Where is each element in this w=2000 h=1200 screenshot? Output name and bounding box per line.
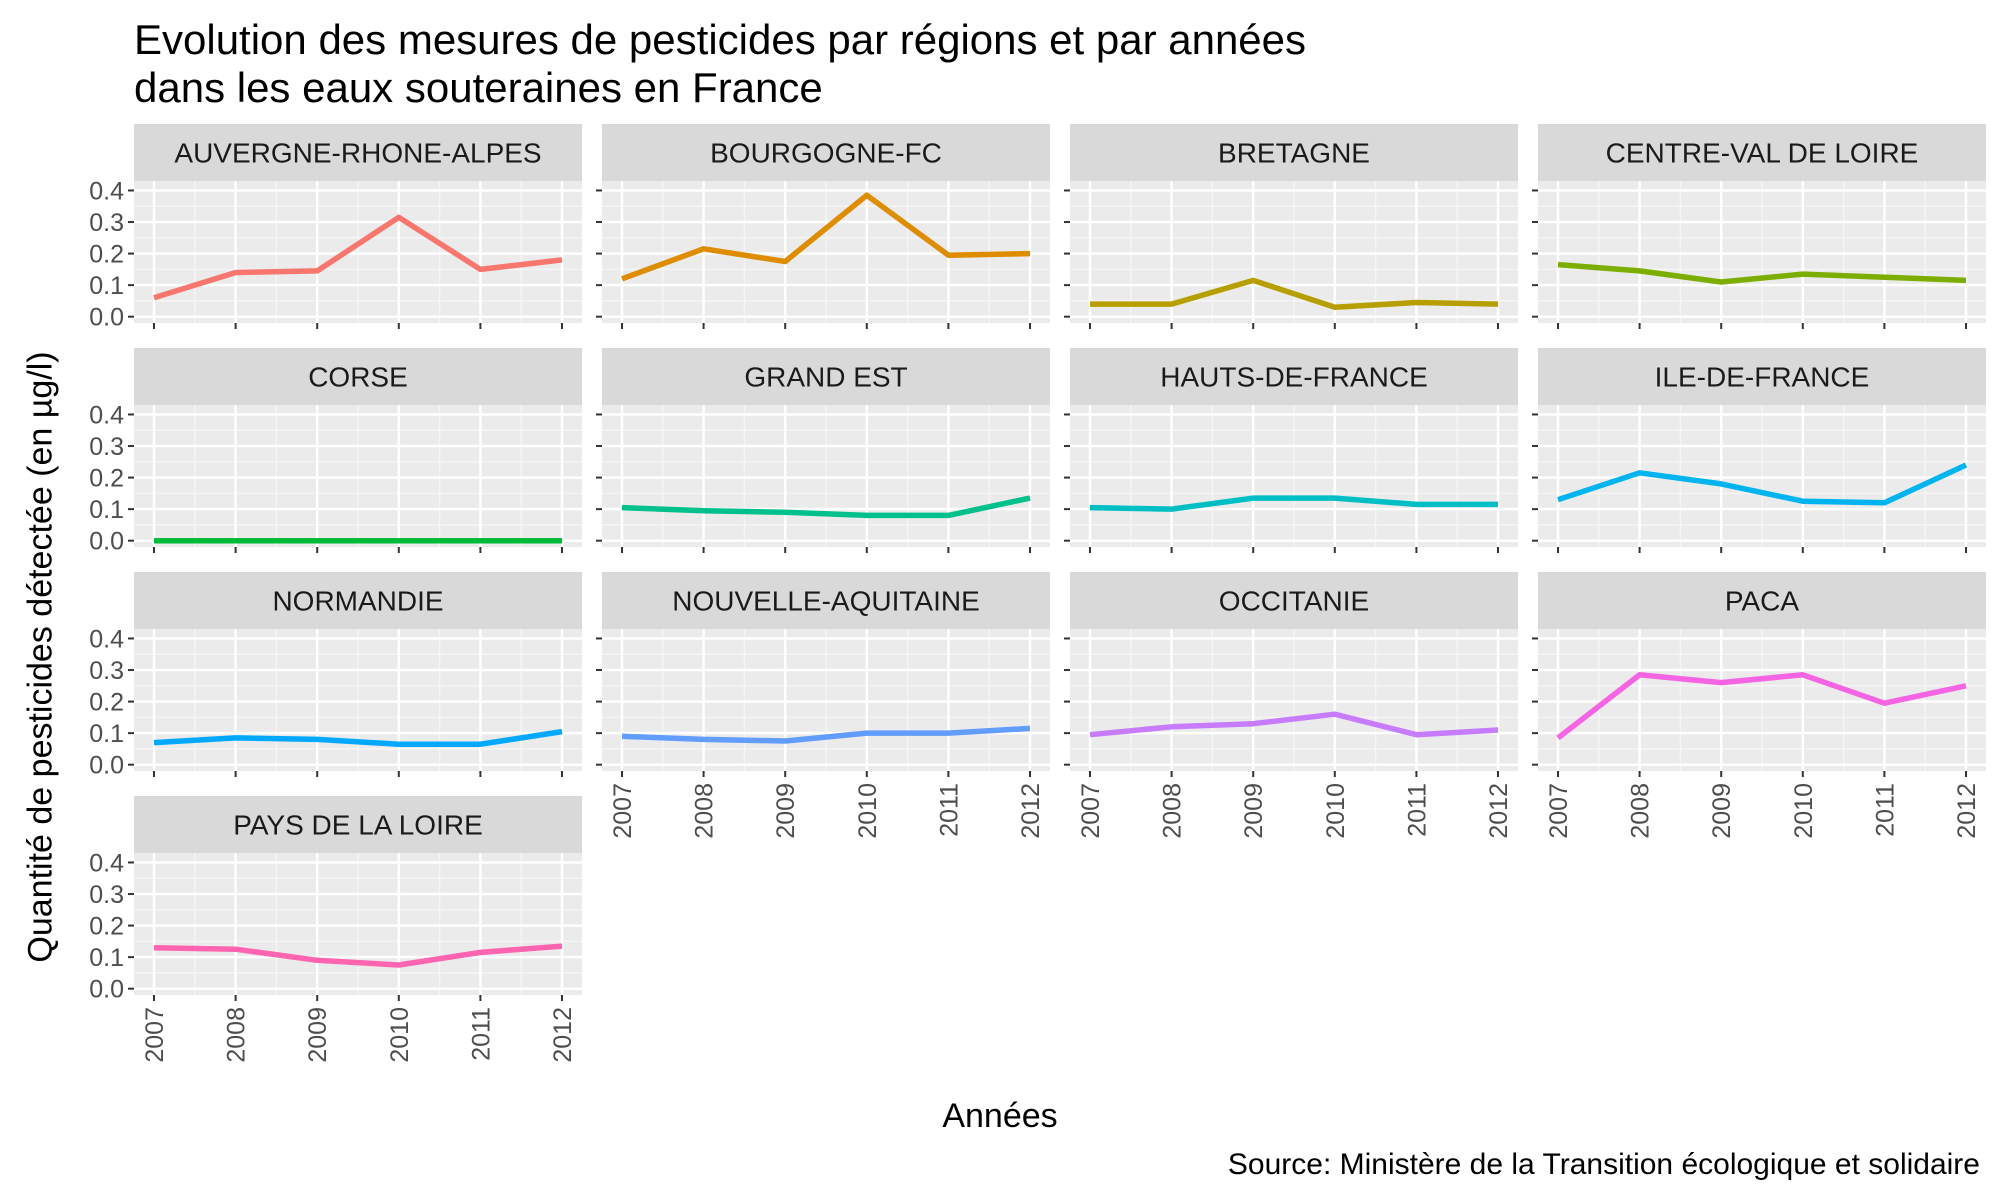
x-tick-label: 2008 xyxy=(1627,783,1655,839)
facet-strip xyxy=(134,796,582,853)
facet-strip xyxy=(1070,124,1518,181)
facet-strip xyxy=(1070,348,1518,405)
y-tick-label: 0.1 xyxy=(89,496,124,524)
series-line xyxy=(1557,261,1967,285)
y-tick-label: 0.2 xyxy=(89,465,124,493)
y-tick-label: 0.0 xyxy=(89,304,124,332)
series-line xyxy=(153,728,563,747)
y-tick-label: 0.3 xyxy=(89,881,124,909)
x-tick-label: 2008 xyxy=(1159,783,1187,839)
facet-strip xyxy=(134,572,582,629)
facet-strip-label: HAUTS-DE-FRANCE xyxy=(1160,362,1428,393)
y-tick-label: 0.4 xyxy=(89,401,124,429)
y-tick-label: 0.0 xyxy=(89,752,124,780)
facet-strip xyxy=(602,348,1050,405)
y-tick-label: 0.4 xyxy=(89,625,124,653)
facet-strip xyxy=(1538,572,1986,629)
x-tick-label: 2012 xyxy=(549,1007,577,1063)
y-tick-label: 0.4 xyxy=(89,177,124,205)
x-tick-label: 2007 xyxy=(1077,783,1105,839)
facet-strip-label: BRETAGNE xyxy=(1218,138,1370,169)
y-tick-label: 0.2 xyxy=(89,913,124,941)
x-tick-label: 2011 xyxy=(1403,783,1431,837)
y-tick-label: 0.3 xyxy=(89,657,124,685)
facet-strip-label: AUVERGNE-RHONE-ALPES xyxy=(174,138,541,169)
facet-strip xyxy=(1070,572,1518,629)
series-line xyxy=(1090,277,1499,310)
x-tick-label: 2010 xyxy=(386,1007,414,1063)
x-tick-label: 2012 xyxy=(1953,783,1981,839)
x-tick-label: 2009 xyxy=(304,1007,332,1063)
facet-strip xyxy=(1538,348,1986,405)
series-line xyxy=(621,192,1031,282)
x-tick-label: 2010 xyxy=(854,783,882,839)
x-tick-label: 2012 xyxy=(1017,783,1045,839)
y-tick-label: 0.4 xyxy=(89,849,124,877)
facet-strip xyxy=(1538,124,1986,181)
x-tick-label: 2012 xyxy=(1485,783,1513,839)
x-tick-label: 2011 xyxy=(1871,783,1899,837)
facet-strip xyxy=(602,572,1050,629)
facet-strip xyxy=(602,124,1050,181)
y-axis-title: Quantité de pesticides détectée (en µg/l… xyxy=(21,351,60,963)
x-tick-label: 2011 xyxy=(467,1007,495,1061)
facet-strip xyxy=(134,124,582,181)
y-tick-label: 0.1 xyxy=(89,944,124,972)
y-tick-label: 0.1 xyxy=(89,272,124,300)
series-line xyxy=(621,495,1031,519)
facet-strip-label: NORMANDIE xyxy=(272,586,443,617)
series-line xyxy=(1089,495,1498,512)
x-tick-label: 2007 xyxy=(609,783,637,839)
facet-strip-label: ILE-DE-FRANCE xyxy=(1655,362,1870,393)
facet-strip-label: PAYS DE LA LOIRE xyxy=(233,810,483,841)
y-tick-label: 0.2 xyxy=(89,241,124,269)
y-tick-label: 0.2 xyxy=(89,689,124,717)
x-tick-label: 2010 xyxy=(1322,783,1350,839)
x-tick-label: 2008 xyxy=(691,783,719,839)
series-line xyxy=(1556,672,1967,741)
x-tick-label: 2009 xyxy=(1240,783,1268,839)
chart-title-line-2: dans les eaux souteraines en France xyxy=(134,64,823,111)
y-tick-label: 0.3 xyxy=(89,433,124,461)
y-tick-label: 0.1 xyxy=(89,720,124,748)
x-tick-label: 2011 xyxy=(935,783,963,837)
y-tick-label: 0.0 xyxy=(89,976,124,1004)
series-line xyxy=(153,214,563,301)
facet-strip-label: OCCITANIE xyxy=(1219,586,1369,617)
facet-strip-label: BOURGOGNE-FC xyxy=(710,138,942,169)
x-tick-label: 2009 xyxy=(1708,783,1736,839)
x-axis-title: Années xyxy=(942,1097,1058,1135)
series-line xyxy=(1089,711,1499,738)
x-tick-label: 2008 xyxy=(223,1007,251,1063)
facet-strip-label: PACA xyxy=(1725,586,1799,617)
facet-strip-label: CENTRE-VAL DE LOIRE xyxy=(1606,138,1919,169)
x-tick-label: 2009 xyxy=(772,783,800,839)
chart-title-line-1: Evolution des mesures de pesticides par … xyxy=(134,16,1307,63)
x-tick-label: 2007 xyxy=(141,1007,169,1063)
facet-strip xyxy=(134,348,582,405)
y-tick-label: 0.0 xyxy=(89,528,124,556)
chart-caption: Source: Ministère de la Transition écolo… xyxy=(1227,1148,1980,1181)
facet-strip-label: CORSE xyxy=(308,362,408,393)
x-tick-label: 2007 xyxy=(1545,783,1573,839)
y-tick-label: 0.3 xyxy=(89,209,124,237)
series-line xyxy=(621,725,1031,744)
series-line xyxy=(153,943,563,968)
facet-strip-label: NOUVELLE-AQUITAINE xyxy=(672,586,980,617)
series-line xyxy=(1557,462,1968,506)
facet-strip-label: GRAND EST xyxy=(744,362,907,393)
x-tick-label: 2010 xyxy=(1790,783,1818,839)
